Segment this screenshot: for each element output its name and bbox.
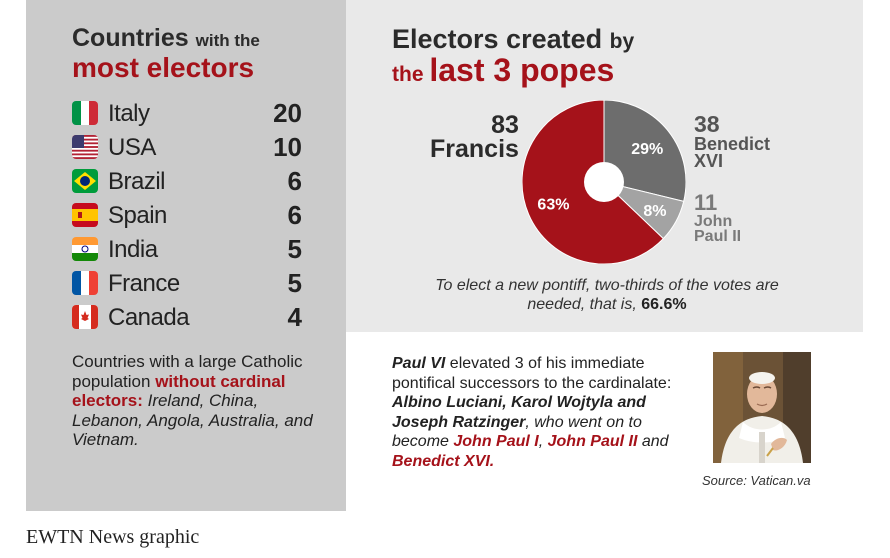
pie-slice-benedict-xvi [603,100,686,202]
portrait-image [713,352,811,463]
country-name: Italy [108,100,150,127]
paul-comma: , [538,433,544,450]
title-most-electors: most electors [72,52,255,83]
usa-flag-icon [72,135,98,159]
title-by: by [609,30,635,53]
spain-flag-icon [72,203,98,227]
pie-percent-benedict-xvi: 29% [631,141,663,158]
benedict-count: 38 [694,111,720,137]
country-elector-count: 5 [287,268,302,298]
country-name: France [108,270,180,297]
john-paul-label: 11 John Paul II [694,190,754,246]
benedict-label: 38 Benedict XVI [694,111,784,171]
country-elector-count: 6 [287,166,302,196]
country-name: Canada [108,304,190,331]
cardinal-names: Albino Luciani, Karol Wojtyla and Joseph… [392,394,646,431]
title-the: the [392,63,424,86]
paul-text-2: , who went on to become [392,413,642,451]
country-row-spain: Spain 6 [72,200,302,230]
pie-percent-francis: 63% [537,197,569,214]
paul-vi-portrait [713,352,811,463]
note-value: 66.6% [641,296,687,313]
title-last-3-popes: last 3 popes [429,52,615,88]
country-row-brazil: Brazil 6 [72,166,302,196]
country-elector-count: 10 [273,132,302,162]
paul-vi-text: Paul VI elevated 3 of his immediate pont… [392,354,692,471]
paul-vi-name: Paul VI [392,355,446,372]
france-flag-icon [72,271,98,295]
country-row-france: France 5 [72,268,302,298]
pie-percent-john-paul-ii: 8% [643,203,666,220]
country-elector-count: 5 [287,234,302,264]
pie-center-hole [584,162,624,202]
country-elector-count: 4 [287,302,302,332]
popes-chart-panel: Electors created by the last 3 popes 29%… [346,0,863,332]
country-row-canada: Canada 4 [72,302,302,332]
country-elector-count: 20 [273,98,302,128]
two-thirds-note: To elect a new pontiff, two-thirds of th… [432,276,782,314]
most-electors-title: Countries with the most electors [72,26,260,82]
john-paul-count: 11 [694,190,718,215]
canada-flag-icon [72,305,98,329]
source-credit: Source: Vatican.va [702,473,811,488]
country-name: Brazil [108,168,166,195]
country-name: USA [108,134,156,161]
electors-pie-chart: 29% 8% 63% [522,100,686,264]
note-prefix: Countries with a large Catholic populati… [72,352,303,391]
paul-text-1: elevated 3 of his immediate pontifical s… [392,355,672,392]
paul-and: and [637,433,669,450]
country-name: Spain [108,202,167,229]
country-row-usa: USA 10 [72,132,302,162]
francis-count: 83 [491,111,519,139]
note-text: To elect a new pontiff, two-thirds of th… [435,277,779,313]
title-with-the: with the [195,31,260,50]
graphic-caption: EWTN News graphic [26,526,200,548]
note-country-list: Ireland, China, Lebanon, Angola, Austral… [72,391,313,449]
italy-flag-icon [72,101,98,125]
title-electors-created: Electors created [392,24,603,54]
paul-vi-panel: Paul VI elevated 3 of his immediate pont… [346,332,863,511]
note-highlight: without cardinal electors: [72,371,286,411]
john-paul-name: John Paul II [694,212,742,246]
jp1-name: John Paul I [453,433,539,450]
benedict-name: Benedict XVI [694,133,771,171]
country-elector-count: 6 [287,200,302,230]
country-name: India [108,236,158,263]
brazil-flag-icon [72,169,98,193]
jp2-name: John Paul II [547,433,638,450]
most-electors-panel: Countries with the most electors Italy 20… [26,0,346,511]
popes-chart-title: Electors created by the last 3 popes [392,24,635,88]
bxvi-name: Benedict XVI. [392,452,495,470]
country-row-italy: Italy 20 [72,98,302,128]
title-countries: Countries [72,24,189,52]
francis-name: Francis [430,134,519,163]
no-electors-note: Countries with a large Catholic populati… [72,352,322,450]
india-flag-icon [72,237,98,261]
francis-label: 83 Francis [430,111,519,163]
country-row-india: India 5 [72,234,302,264]
